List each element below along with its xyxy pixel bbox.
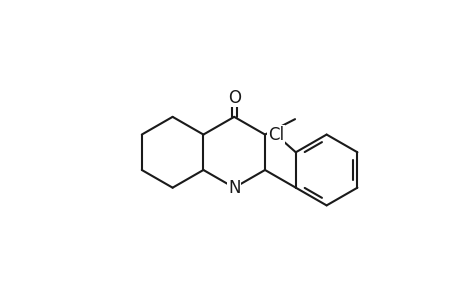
Text: N: N (228, 179, 240, 197)
Text: O: O (227, 88, 240, 106)
Text: Cl: Cl (267, 126, 283, 144)
